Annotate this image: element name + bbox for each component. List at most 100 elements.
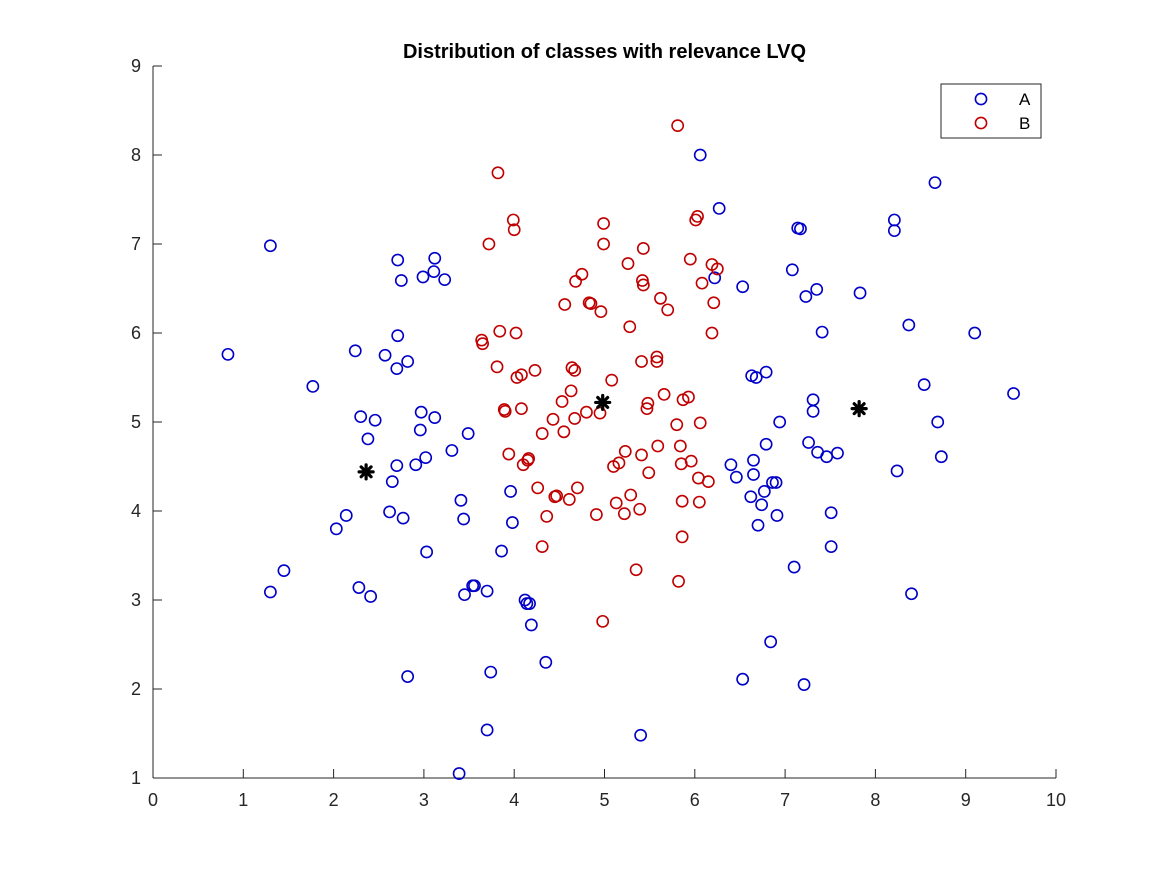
data-point-b	[618, 444, 632, 458]
data-point-a	[759, 365, 773, 379]
data-point-b	[506, 213, 520, 227]
data-point-b	[540, 509, 554, 523]
data-point-b	[490, 360, 504, 374]
data-point-b	[575, 267, 589, 281]
data-point-b	[476, 337, 489, 351]
data-point-a	[928, 176, 942, 189]
data-point-b	[675, 494, 689, 508]
data-point-b	[701, 475, 715, 489]
legend-label-a: A	[1019, 90, 1031, 109]
data-point-a	[736, 672, 750, 686]
data-point-a	[420, 545, 434, 559]
data-point-b	[650, 350, 664, 364]
data-point-b	[597, 237, 610, 251]
y-tick-label: 7	[131, 234, 141, 254]
data-point-a	[390, 459, 404, 473]
y-tick-label: 1	[131, 768, 141, 788]
data-point-b	[509, 326, 523, 340]
x-tick-label: 5	[599, 790, 609, 810]
data-point-a	[428, 411, 442, 424]
data-point-a	[831, 446, 844, 460]
data-point-b	[562, 493, 576, 506]
data-point-a	[390, 362, 404, 375]
data-point-a	[352, 581, 366, 594]
y-tick-label: 5	[131, 412, 141, 432]
data-point-a	[797, 678, 811, 691]
data-point-b	[535, 427, 549, 440]
data-point-a	[769, 476, 783, 489]
x-tick-label: 1	[238, 790, 248, 810]
y-tick-label: 8	[131, 145, 141, 165]
data-point-b	[624, 488, 638, 502]
data-point-a	[454, 493, 468, 507]
data-point-a	[815, 325, 829, 339]
data-point-b	[675, 530, 689, 544]
data-point-b	[641, 396, 655, 410]
data-point-a	[824, 540, 838, 553]
data-point-b	[589, 508, 603, 521]
data-point-a	[766, 476, 779, 489]
data-point-b	[491, 166, 505, 180]
data-point-a	[383, 505, 396, 519]
data-point-a	[445, 444, 459, 457]
data-point-b	[569, 274, 583, 288]
data-point-a	[759, 437, 773, 451]
data-point-a	[785, 263, 799, 277]
data-point-a	[931, 415, 945, 429]
asterisk-stroke	[852, 402, 866, 416]
data-point-b	[657, 388, 671, 401]
prototype-point	[594, 393, 612, 412]
data-point-a	[810, 282, 824, 296]
data-point-b	[580, 405, 593, 419]
data-point-a	[364, 590, 378, 603]
x-tick-label: 9	[961, 790, 971, 810]
data-point-a	[378, 348, 392, 362]
data-point-a	[755, 498, 769, 512]
data-point-b	[531, 481, 545, 495]
data-point-a	[729, 470, 743, 484]
data-point-a	[368, 413, 382, 427]
data-point-a	[361, 432, 375, 446]
data-point-a	[751, 518, 765, 532]
data-point-a	[354, 410, 368, 424]
data-point-b	[528, 363, 542, 377]
data-point-a	[263, 239, 277, 253]
legend-box	[940, 83, 1042, 139]
data-point-b	[515, 368, 528, 382]
x-tick-label: 2	[329, 790, 339, 810]
plot-area	[153, 66, 1056, 778]
data-point-a	[385, 475, 399, 489]
x-tick-label: 6	[690, 790, 700, 810]
data-point-a	[724, 458, 738, 472]
data-point-b	[568, 412, 582, 425]
data-point-b	[651, 439, 665, 453]
data-point-a	[416, 270, 430, 284]
data-point-a	[693, 148, 707, 162]
data-point-b	[636, 274, 649, 287]
data-point-a	[770, 509, 784, 522]
data-point-b	[535, 540, 549, 553]
data-point-a	[523, 597, 536, 610]
data-point-b	[584, 297, 598, 311]
data-point-b	[596, 614, 610, 628]
data-point-a	[917, 378, 931, 392]
data-point-a	[484, 665, 498, 679]
data-point-a	[348, 344, 362, 358]
data-point-a	[747, 468, 760, 481]
data-point-a	[263, 585, 277, 599]
data-point-b	[605, 373, 619, 387]
data-point-b	[597, 217, 610, 230]
legend-marker-b	[974, 116, 988, 130]
data-point-a	[457, 512, 471, 526]
data-point-a	[452, 767, 466, 780]
data-point-a	[391, 329, 405, 343]
data-point-b	[609, 496, 623, 510]
data-point-a	[1007, 387, 1020, 400]
data-point-a	[708, 271, 722, 285]
data-point-a	[396, 511, 410, 525]
x-tick-label: 3	[419, 790, 429, 810]
data-point-a	[306, 379, 320, 393]
data-point-b	[546, 412, 560, 426]
data-point-b	[564, 384, 578, 398]
